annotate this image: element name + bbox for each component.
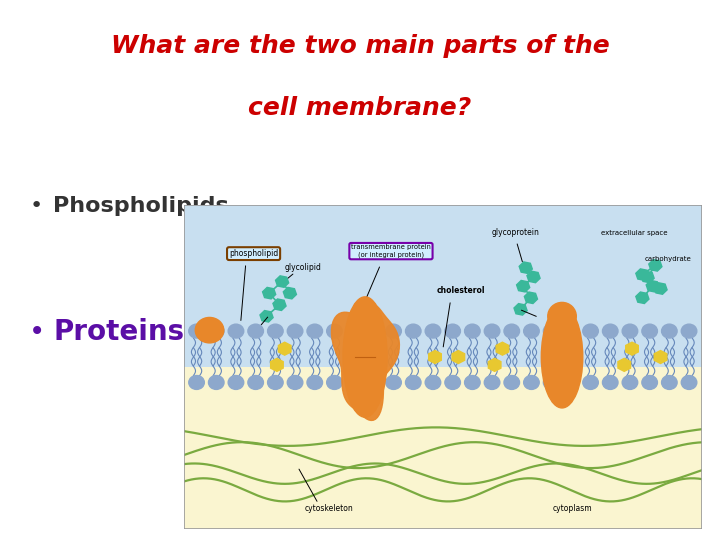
Ellipse shape bbox=[541, 306, 582, 408]
Text: cell membrane?: cell membrane? bbox=[248, 96, 472, 120]
Circle shape bbox=[366, 375, 382, 389]
Circle shape bbox=[327, 324, 342, 338]
Circle shape bbox=[346, 375, 362, 389]
Circle shape bbox=[445, 324, 460, 338]
Circle shape bbox=[228, 324, 244, 338]
Text: What are the two main parts of the: What are the two main parts of the bbox=[111, 33, 609, 58]
Ellipse shape bbox=[548, 302, 576, 330]
Circle shape bbox=[544, 324, 559, 338]
Circle shape bbox=[642, 375, 657, 389]
Text: Phospholipids: Phospholipids bbox=[53, 196, 229, 216]
Circle shape bbox=[642, 324, 657, 338]
Circle shape bbox=[563, 324, 579, 338]
Circle shape bbox=[346, 324, 362, 338]
Circle shape bbox=[603, 324, 618, 338]
Text: phospholipid: phospholipid bbox=[229, 249, 278, 258]
Circle shape bbox=[426, 375, 441, 389]
Circle shape bbox=[209, 375, 224, 389]
Circle shape bbox=[504, 324, 520, 338]
Circle shape bbox=[287, 324, 303, 338]
Circle shape bbox=[681, 375, 697, 389]
Circle shape bbox=[386, 375, 401, 389]
Circle shape bbox=[268, 324, 283, 338]
Circle shape bbox=[426, 324, 441, 338]
Ellipse shape bbox=[343, 297, 387, 417]
Circle shape bbox=[248, 375, 264, 389]
Text: Proteins: Proteins bbox=[53, 318, 184, 346]
Text: cholesterol: cholesterol bbox=[437, 286, 485, 295]
Circle shape bbox=[485, 375, 500, 389]
Text: carbohydrate: carbohydrate bbox=[645, 256, 692, 262]
Text: •: • bbox=[30, 196, 42, 216]
Polygon shape bbox=[331, 304, 400, 421]
Text: glycolipid: glycolipid bbox=[284, 263, 321, 272]
Text: cytoskeleton: cytoskeleton bbox=[305, 504, 353, 512]
Text: transmembrane protein
(or integral protein): transmembrane protein (or integral prote… bbox=[351, 244, 431, 258]
Circle shape bbox=[268, 375, 283, 389]
Circle shape bbox=[464, 375, 480, 389]
Circle shape bbox=[248, 324, 264, 338]
Circle shape bbox=[287, 375, 303, 389]
Circle shape bbox=[662, 375, 677, 389]
Circle shape bbox=[209, 324, 224, 338]
Text: •: • bbox=[30, 318, 45, 346]
Circle shape bbox=[681, 324, 697, 338]
Circle shape bbox=[307, 375, 323, 389]
Circle shape bbox=[228, 375, 244, 389]
Circle shape bbox=[523, 375, 539, 389]
Circle shape bbox=[189, 375, 204, 389]
Circle shape bbox=[386, 324, 401, 338]
Circle shape bbox=[405, 375, 421, 389]
FancyBboxPatch shape bbox=[184, 205, 702, 367]
Ellipse shape bbox=[195, 318, 224, 343]
FancyBboxPatch shape bbox=[184, 367, 702, 529]
Circle shape bbox=[582, 324, 598, 338]
Circle shape bbox=[366, 324, 382, 338]
Circle shape bbox=[582, 375, 598, 389]
Text: glycoprotein: glycoprotein bbox=[492, 228, 539, 237]
Text: extracellular space: extracellular space bbox=[601, 230, 668, 237]
Circle shape bbox=[445, 375, 460, 389]
Circle shape bbox=[189, 324, 204, 338]
Circle shape bbox=[563, 375, 579, 389]
Circle shape bbox=[307, 324, 323, 338]
Circle shape bbox=[603, 375, 618, 389]
Circle shape bbox=[544, 375, 559, 389]
Circle shape bbox=[327, 375, 342, 389]
Circle shape bbox=[622, 375, 638, 389]
Circle shape bbox=[622, 324, 638, 338]
Circle shape bbox=[504, 375, 520, 389]
Text: cytoplasm: cytoplasm bbox=[552, 504, 593, 512]
Circle shape bbox=[464, 324, 480, 338]
Circle shape bbox=[662, 324, 677, 338]
Circle shape bbox=[485, 324, 500, 338]
Circle shape bbox=[523, 324, 539, 338]
Circle shape bbox=[405, 324, 421, 338]
